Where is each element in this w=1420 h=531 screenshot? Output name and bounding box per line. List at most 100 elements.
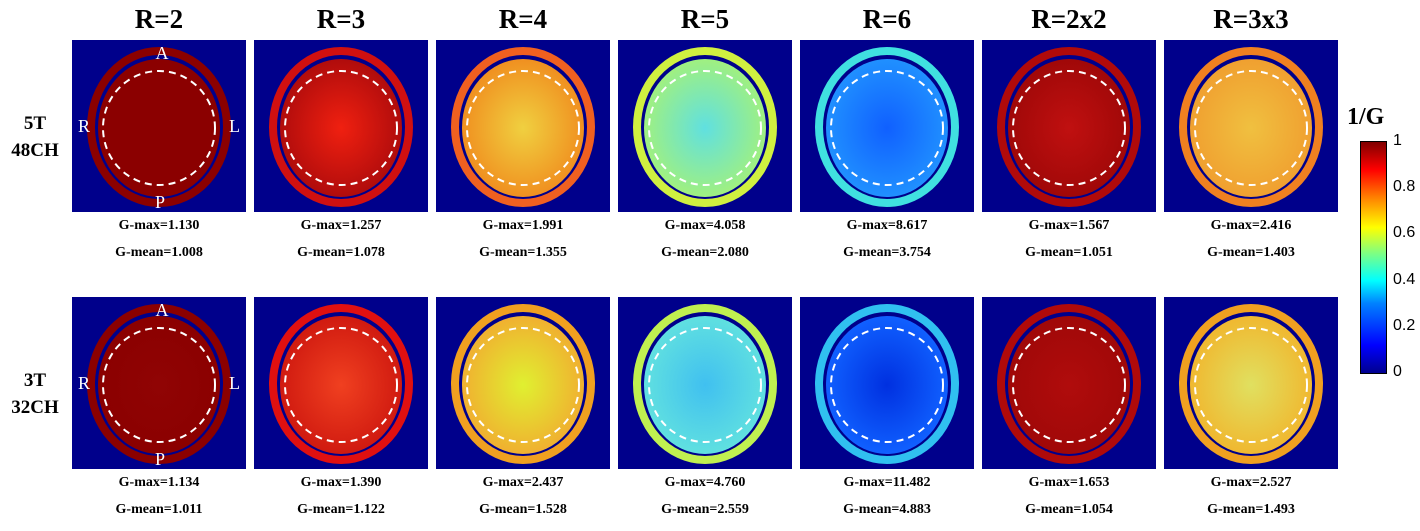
right-label: R [78, 373, 90, 393]
left-label: L [229, 116, 240, 136]
g-max-value: G-max=2.527 [1210, 475, 1292, 490]
brain-region [462, 59, 584, 197]
g-mean-value: G-mean=1.355 [479, 245, 567, 260]
left-label: L [229, 373, 240, 393]
g-factor-map: A P R L [72, 40, 246, 212]
colorbar-title: 1/G [1347, 104, 1385, 130]
g-factor-map [1164, 40, 1338, 212]
brain-region [98, 59, 220, 197]
row-label: 3T 32CH [0, 367, 70, 421]
g-factor-map [982, 297, 1156, 469]
brain-region [644, 59, 766, 197]
roi-dashed-circle [648, 70, 762, 186]
g-factor-map [800, 40, 974, 212]
colorbar-tick: 0.8 [1393, 178, 1416, 196]
column-header: R=3x3 [1213, 4, 1289, 34]
anterior-label: A [156, 300, 169, 320]
g-max-value: G-max=1.991 [482, 218, 564, 233]
g-mean-value: G-mean=1.078 [297, 245, 385, 260]
g-max-value: G-max=4.058 [664, 218, 746, 233]
g-mean-value: G-mean=1.493 [1207, 502, 1295, 517]
g-max-value: G-max=11.482 [843, 475, 931, 490]
roi-dashed-circle [1012, 327, 1126, 443]
g-max-value: G-max=4.760 [664, 475, 746, 490]
brain-region [1008, 59, 1130, 197]
row-label-field: 3T [23, 370, 47, 391]
brain-region [826, 316, 948, 454]
g-factor-map [618, 40, 792, 212]
roi-dashed-circle [648, 327, 762, 443]
g-factor-map [982, 40, 1156, 212]
row-label-field: 5T [23, 113, 47, 134]
column-header: R=6 [862, 4, 912, 34]
g-mean-value: G-mean=1.528 [479, 502, 567, 517]
g-factor-map [254, 297, 428, 469]
g-max-value: G-max=1.567 [1028, 218, 1110, 233]
roi-dashed-circle [830, 327, 944, 443]
posterior-label: P [155, 449, 165, 469]
g-mean-value: G-mean=1.122 [297, 502, 385, 517]
column-header: R=4 [498, 4, 548, 34]
column-header: R=5 [680, 4, 730, 34]
roi-dashed-circle [1194, 70, 1308, 186]
g-mean-value: G-mean=1.403 [1207, 245, 1295, 260]
colorbar-tick: 1 [1393, 132, 1402, 149]
brain-region [826, 59, 948, 197]
roi-dashed-circle [284, 327, 398, 443]
g-mean-value: G-mean=1.054 [1025, 502, 1113, 517]
column-header: R=3 [316, 4, 366, 34]
brain-region [1008, 316, 1130, 454]
brain-region [1190, 316, 1312, 454]
roi-dashed-circle [830, 70, 944, 186]
brain-region [462, 316, 584, 454]
g-factor-map [618, 297, 792, 469]
colorbar-tick: 0.6 [1393, 224, 1416, 242]
colorbar-tick: 0.4 [1393, 270, 1416, 288]
roi-dashed-circle [102, 327, 216, 443]
roi-dashed-circle [1194, 327, 1308, 443]
g-max-value: G-max=1.257 [300, 218, 382, 233]
g-max-value: G-max=1.130 [118, 218, 200, 233]
g-max-value: G-max=1.390 [300, 475, 382, 490]
g-mean-value: G-mean=1.008 [115, 245, 203, 260]
g-mean-value: G-mean=4.883 [843, 502, 931, 517]
posterior-label: P [155, 192, 165, 212]
g-max-value: G-max=1.653 [1028, 475, 1110, 490]
roi-dashed-circle [284, 70, 398, 186]
brain-region [280, 59, 402, 197]
g-max-value: G-max=2.437 [482, 475, 564, 490]
brain-region [98, 316, 220, 454]
g-factor-map [1164, 297, 1338, 469]
brain-region [644, 316, 766, 454]
g-max-value: G-max=2.416 [1210, 218, 1292, 233]
row-label: 5T 48CH [0, 110, 70, 164]
column-header: R=2 [134, 4, 184, 34]
brain-region [1190, 59, 1312, 197]
colorbar-tick: 0 [1393, 363, 1402, 380]
row-label-coil: 48CH [11, 140, 59, 161]
roi-dashed-circle [102, 70, 216, 186]
g-mean-value: G-mean=3.754 [843, 245, 931, 260]
brain-region [280, 316, 402, 454]
g-mean-value: G-mean=1.011 [115, 502, 203, 517]
g-factor-map: A P R L [72, 297, 246, 469]
anterior-label: A [156, 43, 169, 63]
roi-dashed-circle [466, 70, 580, 186]
g-max-value: G-max=1.134 [118, 475, 200, 490]
g-mean-value: G-mean=1.051 [1025, 245, 1113, 260]
right-label: R [78, 116, 90, 136]
colorbar-tick: 0.2 [1393, 316, 1416, 334]
g-mean-value: G-mean=2.559 [661, 502, 749, 517]
g-factor-map [436, 40, 610, 212]
g-factor-map [800, 297, 974, 469]
row-label-coil: 32CH [11, 397, 59, 418]
g-mean-value: G-mean=2.080 [661, 245, 749, 260]
colorbar [1360, 141, 1387, 374]
roi-dashed-circle [466, 327, 580, 443]
g-factor-map [254, 40, 428, 212]
g-factor-map [436, 297, 610, 469]
g-max-value: G-max=8.617 [846, 218, 928, 233]
column-header: R=2x2 [1031, 4, 1107, 34]
roi-dashed-circle [1012, 70, 1126, 186]
